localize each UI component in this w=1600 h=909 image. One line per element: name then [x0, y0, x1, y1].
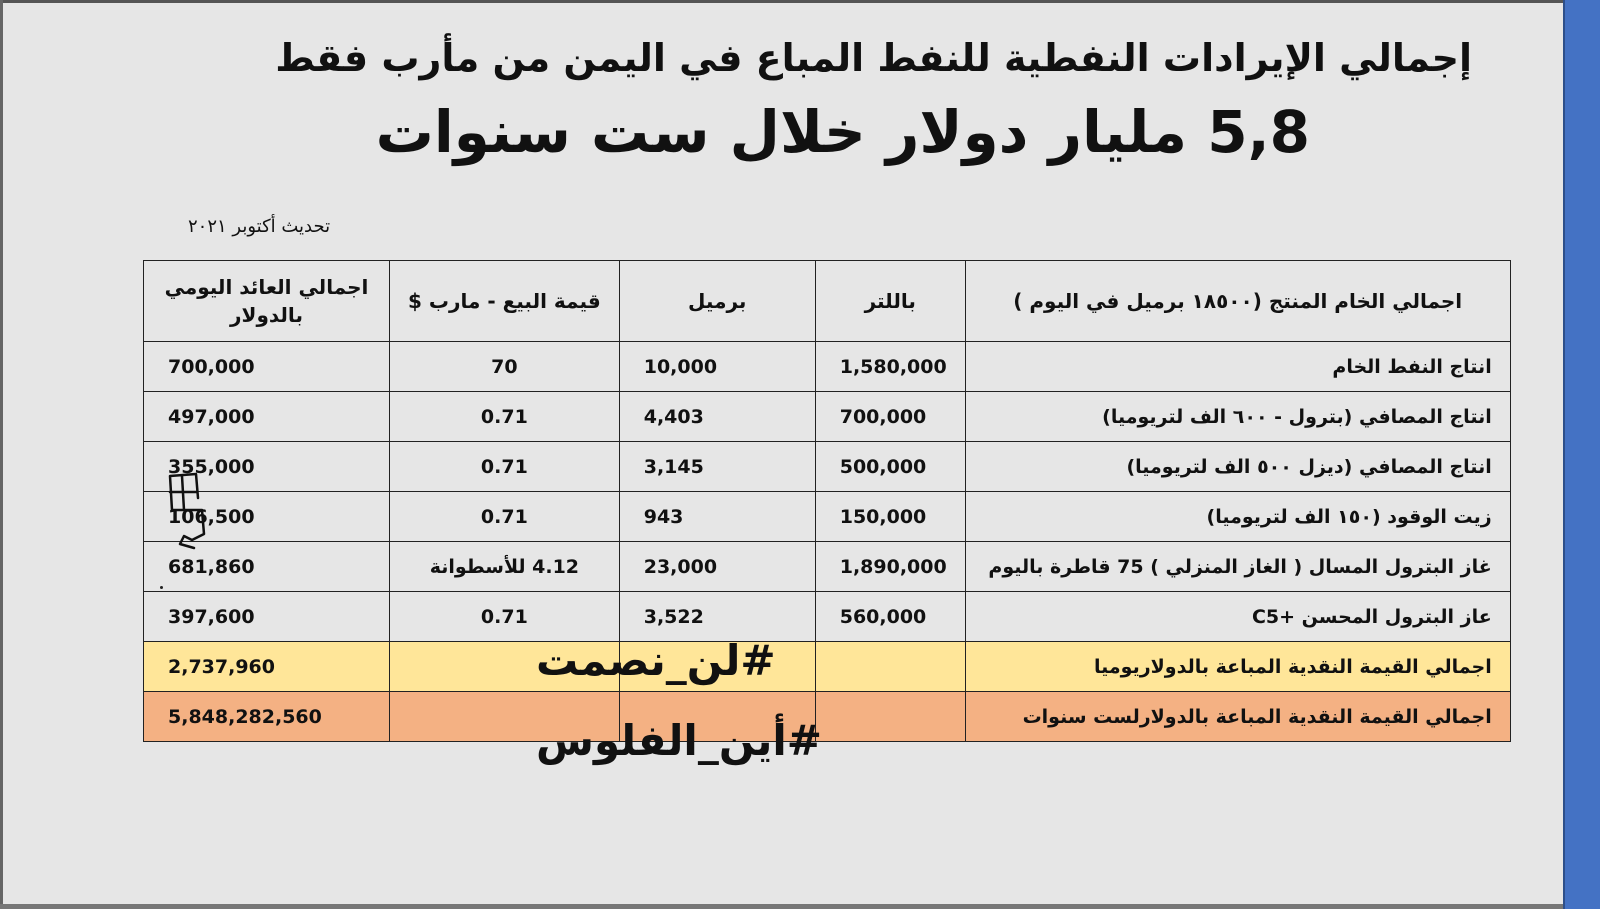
header-price: قيمة البيع - مارب $ — [389, 260, 620, 342]
total-six-years-row: اجمالي القيمة النقدية المباعة بالدولارلس… — [143, 691, 1511, 742]
table-row: غاز البترول المسال ( الغاز المنزلي ) 75 … — [143, 541, 1511, 592]
row-liter-cell: 700,000 — [814, 391, 966, 442]
total-daily-row: اجمالي القيمة النقدية المباعة بالدولاريو… — [143, 641, 1511, 692]
row-barrel-cell: 3,522 — [618, 591, 816, 642]
table-row: عاز البترول المحسن +C5 560,000 3,522 0.71 39… — [143, 591, 1511, 642]
revenue-table-body: اجمالي الخام المنتج (١٨٥٠٠ برميل في اليو… — [143, 260, 1511, 742]
row-price-cell: 4.12 للأسطوانة — [389, 541, 620, 592]
slide-big-title: 5,8 مليار دولار خلال ست سنوات — [375, 98, 1310, 166]
row-liter-cell: 150,000 — [814, 491, 966, 542]
row-barrel-cell: 4,403 — [618, 391, 816, 442]
row-item-cell: زيت الوقود (١٥٠ الف لتريوميا) — [964, 491, 1511, 542]
total-six-years-label: اجمالي القيمة النقدية المباعة بالدولارلس… — [964, 691, 1511, 742]
total-daily-empty-price — [389, 641, 620, 692]
total-six-empty-price — [389, 691, 620, 742]
total-daily-value: 2,737,960 — [143, 641, 390, 692]
slide-top-border — [0, 0, 1600, 3]
row-barrel-cell: 943 — [618, 491, 816, 542]
row-liter-cell: 1,580,000 — [814, 341, 966, 392]
row-price-cell: 0.71 — [389, 391, 620, 442]
row-price-cell: 70 — [389, 341, 620, 392]
table-row: انتاج المصافي (بترول - ٦٠٠ الف لتريوميا)… — [143, 391, 1511, 442]
row-item-cell: انتاج المصافي (بترول - ٦٠٠ الف لتريوميا) — [964, 391, 1511, 442]
table-row: زيت الوقود (١٥٠ الف لتريوميا) 150,000 943 0… — [143, 491, 1511, 542]
row-liter-cell: 1,890,000 — [814, 541, 966, 592]
slide-bottom-border — [0, 904, 1600, 909]
row-item-cell: عاز البترول المحسن +C5 — [964, 591, 1511, 642]
slide-headline: إجمالي الإيرادات النفطية للنفط المباع في… — [275, 36, 1472, 80]
total-daily-empty-barrel — [618, 641, 816, 692]
header-liter: باللتر — [814, 260, 966, 342]
header-barrel: برميل — [618, 260, 816, 342]
total-six-empty-liter — [814, 691, 966, 742]
row-item-cell: انتاج النفط الخام — [964, 341, 1511, 392]
row-barrel-cell: 3,145 — [618, 441, 816, 492]
row-daily-cell: 397,600 — [143, 591, 390, 642]
header-daily-revenue: اجمالي العائد اليومي بالدولار — [143, 260, 390, 342]
row-daily-cell: 497,000 — [143, 391, 390, 442]
hashtag-second: #أين_الفلوس — [536, 716, 822, 765]
table-row: انتاج النفط الخام 1,580,000 10,000 70 700,00… — [143, 341, 1511, 392]
total-daily-label: اجمالي القيمة النقدية المباعة بالدولاريو… — [964, 641, 1511, 692]
row-price-cell: 0.71 — [389, 591, 620, 642]
hashtag-first: #لن_نصمت — [536, 636, 776, 685]
revenue-table: اجمالي الخام المنتج (١٨٥٠٠ برميل في اليو… — [143, 260, 1511, 742]
total-six-years-value: 5,848,282,560 — [143, 691, 390, 742]
row-item-cell: غاز البترول المسال ( الغاز المنزلي ) 75 … — [964, 541, 1511, 592]
row-liter-cell: 500,000 — [814, 441, 966, 492]
header-item: اجمالي الخام المنتج (١٨٥٠٠ برميل في اليو… — [964, 260, 1511, 342]
accent-bar-edge — [1563, 0, 1565, 909]
total-daily-empty-liter — [814, 641, 966, 692]
table-header-row: اجمالي الخام المنتج (١٨٥٠٠ برميل في اليو… — [143, 260, 1511, 342]
row-barrel-cell: 23,000 — [618, 541, 816, 592]
row-item-cell: انتاج المصافي (ديزل ٥٠٠ الف لتريوميا) — [964, 441, 1511, 492]
table-row: انتاج المصافي (ديزل ٥٠٠ الف لتريوميا) 500… — [143, 441, 1511, 492]
row-liter-cell: 560,000 — [814, 591, 966, 642]
row-daily-cell: 355,000 — [143, 441, 390, 492]
row-price-cell: 0.71 — [389, 441, 620, 492]
row-daily-cell: 681,860 — [143, 541, 390, 592]
update-note: تحديث أكتوبر ٢٠٢١ — [188, 216, 331, 237]
accent-side-bar — [1565, 0, 1600, 909]
handwritten-scribble — [168, 472, 206, 550]
row-barrel-cell: 10,000 — [618, 341, 816, 392]
slide-left-border — [0, 0, 3, 909]
row-daily-cell: 700,000 — [143, 341, 390, 392]
row-price-cell: 0.71 — [389, 491, 620, 542]
pen-dot — [160, 586, 163, 589]
total-six-empty-barrel — [618, 691, 816, 742]
